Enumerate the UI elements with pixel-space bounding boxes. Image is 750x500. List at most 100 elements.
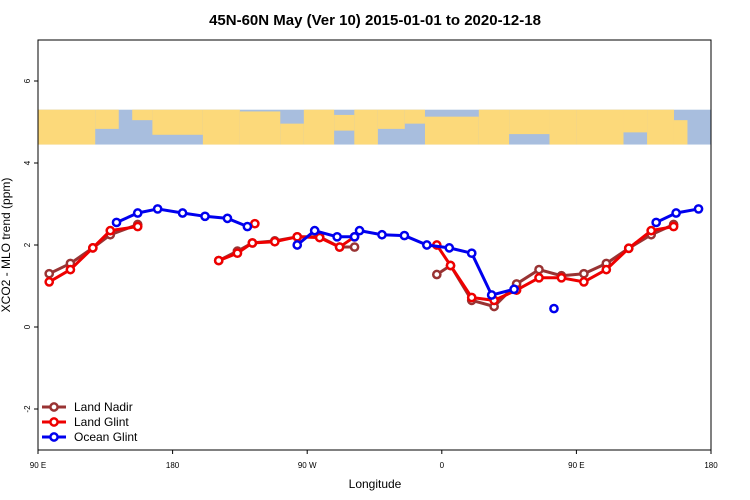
- legend-item-land-glint: Land Glint: [42, 415, 129, 429]
- map-land-15: [549, 109, 577, 145]
- series-ocean-glint: [111, 204, 704, 314]
- map-land-5: [239, 111, 281, 145]
- point-land-glint: [250, 218, 260, 229]
- point-land-glint: [247, 238, 258, 248]
- point-land-glint: [601, 264, 612, 275]
- point-ocean-glint: [132, 208, 143, 218]
- point-land-nadir: [431, 269, 442, 280]
- point-ocean-glint: [377, 229, 387, 240]
- point-land-glint: [445, 260, 456, 271]
- map-strip: [38, 109, 711, 145]
- plot-background: [38, 40, 711, 450]
- point-land-glint: [579, 277, 589, 287]
- map-land-2: [132, 109, 153, 121]
- x-tick-label: 0: [440, 461, 445, 470]
- point-land-glint: [87, 243, 98, 253]
- map-land-11: [404, 109, 425, 124]
- point-land-glint: [556, 272, 567, 283]
- legend-label: Land Nadir: [74, 400, 133, 414]
- y-tick-label: 6: [23, 78, 32, 83]
- point-land-glint: [65, 264, 76, 275]
- x-tick-label: 90 E: [568, 461, 584, 470]
- x-tick-label: 90 E: [30, 461, 46, 470]
- y-axis-label: XCO2 - MLO trend (ppm): [0, 178, 13, 313]
- point-ocean-glint: [332, 231, 342, 242]
- point-land-glint: [44, 277, 55, 287]
- x-tick-label: 180: [704, 461, 718, 470]
- y-tick-label: 0: [23, 324, 32, 329]
- map-land-17: [623, 109, 648, 133]
- map-land-13: [478, 109, 510, 145]
- point-land-glint: [105, 225, 116, 236]
- point-ocean-glint: [309, 225, 320, 236]
- map-land-3: [152, 109, 203, 135]
- point-ocean-glint: [486, 290, 497, 300]
- map-land-0: [38, 109, 96, 145]
- y-tick-label: -2: [23, 405, 32, 413]
- point-land-glint: [534, 272, 544, 283]
- point-ocean-glint: [444, 243, 455, 253]
- map-land-12: [424, 116, 479, 145]
- point-land-nadir: [579, 268, 589, 279]
- point-land-glint: [232, 248, 243, 259]
- plot-area: [38, 40, 711, 450]
- point-land-glint: [623, 243, 634, 254]
- map-land-10: [377, 109, 405, 129]
- map-land-1: [95, 109, 119, 129]
- map-land-8: [334, 114, 355, 131]
- point-land-glint: [466, 292, 477, 303]
- point-ocean-glint: [693, 204, 704, 214]
- y-tick-label: 4: [23, 160, 32, 165]
- point-land-glint: [668, 221, 679, 232]
- map-land-19: [673, 120, 688, 145]
- legend-label: Land Glint: [74, 415, 129, 429]
- point-ocean-glint: [421, 240, 432, 250]
- point-ocean-glint: [222, 213, 233, 224]
- map-land-4: [202, 109, 240, 145]
- point-land-glint: [646, 225, 657, 236]
- point-ocean-glint: [349, 231, 360, 242]
- point-ocean-glint: [242, 221, 253, 232]
- point-land-glint: [213, 255, 224, 266]
- point-ocean-glint: [671, 208, 681, 218]
- point-ocean-glint: [651, 217, 662, 228]
- x-axis-label: Longitude: [349, 477, 402, 491]
- map-land-18: [647, 109, 674, 145]
- point-ocean-glint: [509, 284, 519, 295]
- y-tick-label: 2: [23, 242, 32, 247]
- point-land-nadir: [349, 242, 360, 252]
- legend-swatch-marker: [49, 417, 59, 427]
- x-tick-label: 180: [166, 461, 180, 470]
- point-ocean-glint: [466, 248, 477, 259]
- x-tick-label: 90 W: [298, 461, 317, 470]
- point-land-glint: [292, 231, 303, 242]
- point-ocean-glint: [354, 225, 365, 236]
- point-ocean-glint: [177, 208, 188, 218]
- point-land-glint: [132, 221, 143, 232]
- legend-swatch-marker: [49, 432, 59, 442]
- point-ocean-glint: [111, 217, 122, 228]
- map-land-7: [303, 109, 335, 145]
- point-land-glint: [314, 232, 325, 243]
- point-ocean-glint: [399, 230, 410, 241]
- x-axis: 90 E 180 90 W 0 90 E 180: [30, 450, 718, 470]
- map-land-14: [509, 109, 550, 135]
- legend-swatch-marker: [49, 402, 59, 412]
- point-land-nadir: [534, 264, 544, 275]
- legend-item-land-nadir: Land Nadir: [42, 400, 133, 414]
- point-land-glint: [334, 242, 345, 252]
- map-land-9: [354, 109, 378, 145]
- map-land-6: [280, 123, 304, 145]
- point-ocean-glint: [200, 211, 210, 222]
- legend-item-ocean-glint: Ocean Glint: [42, 430, 138, 444]
- point-ocean-glint: [152, 204, 163, 214]
- point-ocean-glint: [549, 303, 559, 314]
- y-axis: -2 0 2 4 6: [23, 78, 38, 413]
- point-land-glint: [269, 236, 280, 247]
- legend-label: Ocean Glint: [74, 430, 138, 444]
- map-land-16: [576, 109, 624, 145]
- series-layer: [44, 204, 704, 314]
- point-land-nadir: [44, 268, 55, 279]
